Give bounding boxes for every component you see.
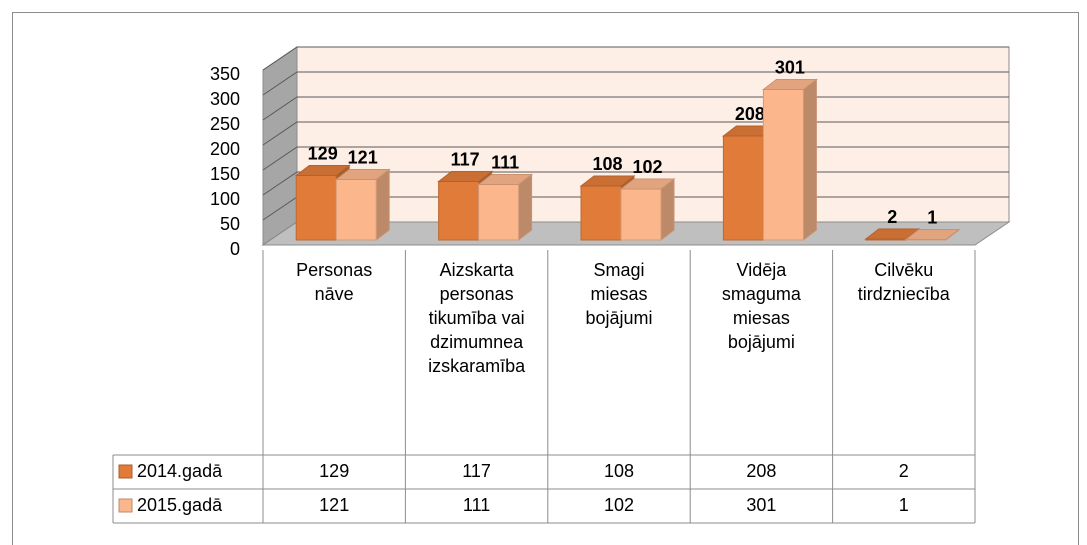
y-tick-label: 200 <box>210 139 240 159</box>
bar-side <box>518 173 533 242</box>
table-value: 301 <box>746 495 777 515</box>
side-wall <box>262 46 298 246</box>
table-value: 129 <box>319 461 350 481</box>
bar-top <box>477 174 534 185</box>
legend-label: 2014.gadā <box>137 461 223 481</box>
table-value: 2 <box>898 461 909 481</box>
bar-side <box>375 168 390 242</box>
bar <box>620 188 662 241</box>
chart-border <box>12 12 1079 545</box>
data-label: 117 <box>451 150 480 170</box>
data-label: 301 <box>775 58 805 78</box>
y-tick-label: 0 <box>230 239 240 259</box>
y-tick-label: 300 <box>210 89 240 109</box>
bar <box>335 179 377 241</box>
bar-side <box>802 78 817 242</box>
y-tick-label: 150 <box>210 164 240 184</box>
table-value: 121 <box>319 495 350 515</box>
y-tick-label: 350 <box>210 64 240 84</box>
bar <box>580 185 622 241</box>
x-tick-label: Personas nāve <box>296 260 373 304</box>
bar <box>438 181 480 241</box>
bar <box>762 89 804 241</box>
table-value: 208 <box>746 461 777 481</box>
grid-line <box>262 71 1009 96</box>
bar-top <box>437 171 494 182</box>
table-value: 102 <box>603 495 635 515</box>
data-label: 2 <box>887 207 897 227</box>
legend-key <box>118 498 133 513</box>
bar-top <box>619 178 676 190</box>
x-tick-label: Vidēja smaguma miesas bojājumi <box>721 260 801 352</box>
legend-key <box>118 464 133 479</box>
data-label: 108 <box>592 154 622 174</box>
data-label: 121 <box>348 148 378 168</box>
data-label: 102 <box>632 157 662 177</box>
bar-top <box>579 175 636 187</box>
table-value: 1 <box>898 495 909 515</box>
data-label: 1 <box>927 208 937 228</box>
bar <box>478 184 520 241</box>
grid-line <box>262 46 1009 71</box>
x-tick-label: Aizskarta personas tikumība vai dzimumne… <box>428 260 526 376</box>
bar <box>722 135 764 241</box>
legend-label: 2015.gadā <box>137 495 223 515</box>
table-value: 108 <box>603 461 635 481</box>
data-label: 129 <box>308 144 338 164</box>
x-tick-label: Cilvēku tirdzniecība <box>857 260 950 304</box>
table-value: 111 <box>462 495 491 515</box>
data-label: 208 <box>735 104 765 124</box>
x-tick-label: Smagi miesas bojājumi <box>585 260 653 328</box>
y-tick-label: 100 <box>210 189 240 209</box>
data-label: 111 <box>491 153 519 173</box>
y-tick-label: 50 <box>220 214 240 234</box>
bar-top <box>761 79 818 90</box>
bar <box>295 175 337 241</box>
y-tick-label: 250 <box>210 114 240 134</box>
bar-top <box>334 169 391 180</box>
bar-side <box>660 177 675 242</box>
table-value: 117 <box>462 461 491 481</box>
bar-top <box>904 229 961 240</box>
bar-top <box>294 165 351 176</box>
